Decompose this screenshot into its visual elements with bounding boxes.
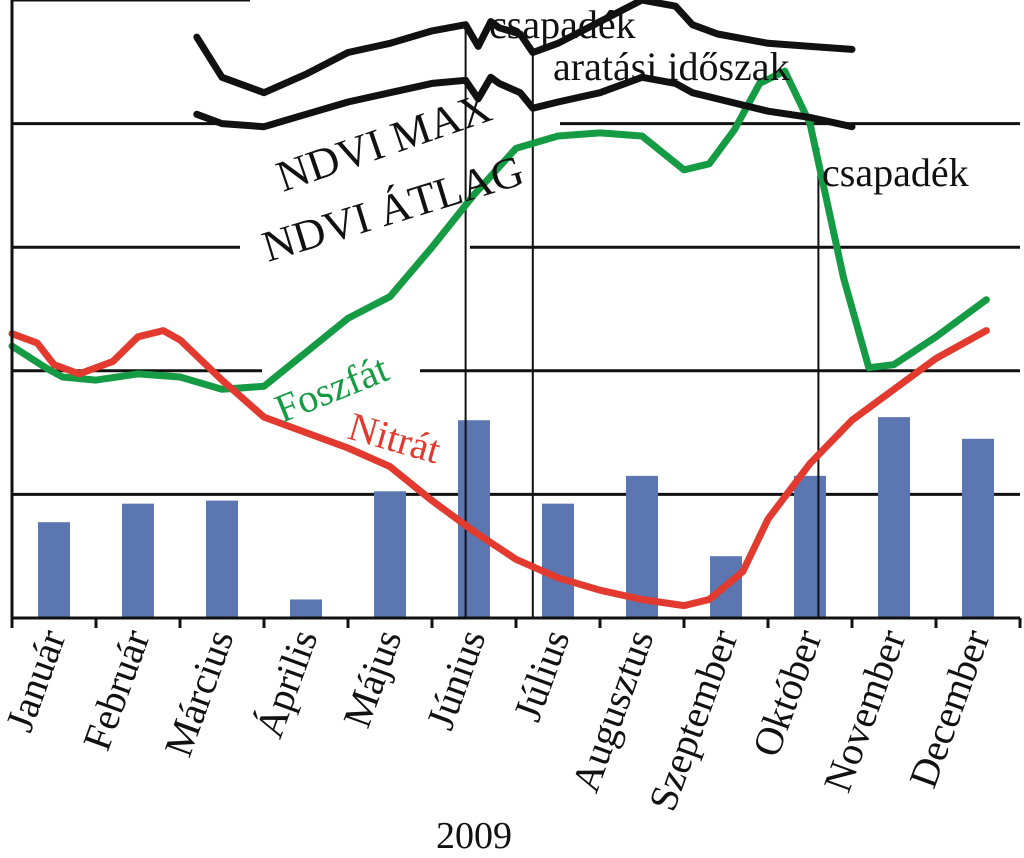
annotation-csapadek-2: csapadék xyxy=(822,150,969,195)
curve-nitr-t xyxy=(8,327,990,610)
bar xyxy=(206,500,238,618)
x-tick-label: Október xyxy=(743,624,830,763)
x-tick-label: Január xyxy=(0,624,74,738)
x-tick-label: Augusztus xyxy=(562,624,662,798)
x-tick-label: December xyxy=(900,624,998,794)
axes xyxy=(10,0,1022,628)
bar xyxy=(290,599,322,618)
bar xyxy=(122,503,154,618)
bar xyxy=(458,420,490,618)
bar xyxy=(38,522,70,618)
x-axis-label: 2009 xyxy=(436,815,512,857)
curves xyxy=(8,0,990,610)
bar xyxy=(962,438,994,618)
x-tick-label: Február xyxy=(74,624,159,756)
bar xyxy=(374,491,406,618)
bar xyxy=(794,475,826,618)
x-tick-label: Március xyxy=(155,624,242,763)
annotation-aratasi-idoszak: aratási időszak xyxy=(553,44,790,89)
grid-lines xyxy=(12,0,1020,496)
label-nitrat: Nitrát xyxy=(344,403,446,472)
x-tick-label: November xyxy=(814,624,914,798)
curve-foszf-t xyxy=(8,67,990,393)
x-tick-label: Április xyxy=(246,624,326,744)
bars xyxy=(38,417,994,618)
curve-ndvi-max xyxy=(193,0,856,97)
bar xyxy=(878,417,910,618)
annotation-csapadek-1: csapadék xyxy=(489,2,636,47)
bar xyxy=(542,503,574,618)
x-tick-label: Május xyxy=(334,624,410,733)
x-tick-label: Július xyxy=(504,624,578,727)
x-tick-label: Június xyxy=(417,624,494,735)
curve-ndvi-tlag xyxy=(193,73,856,131)
